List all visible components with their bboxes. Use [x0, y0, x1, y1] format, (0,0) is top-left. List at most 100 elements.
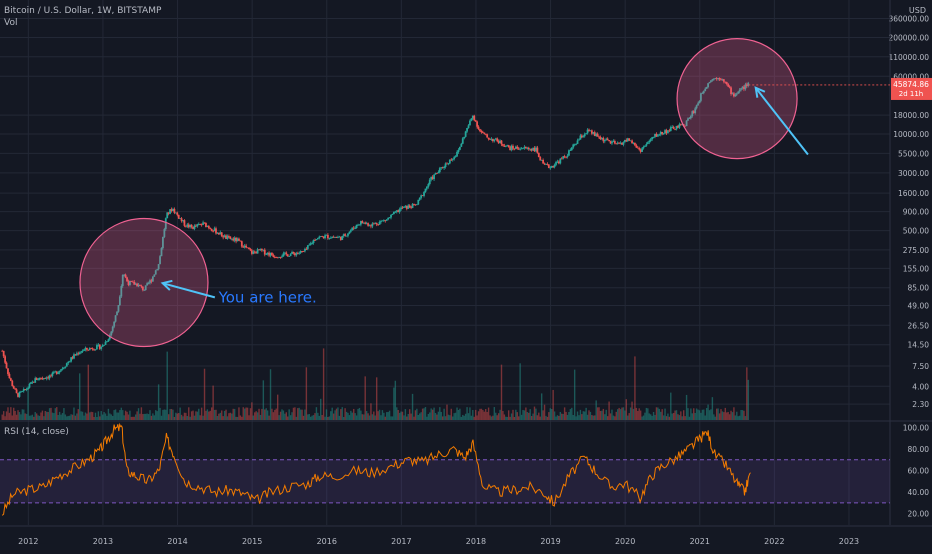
volume-bar	[439, 407, 441, 420]
candle-body	[704, 88, 707, 92]
candle-body	[239, 240, 242, 242]
volume-bar	[292, 407, 295, 420]
volume-bar	[205, 410, 207, 420]
candle-body	[364, 222, 367, 224]
volume-bar	[255, 411, 257, 420]
candle-body	[332, 236, 335, 238]
candle-body	[529, 149, 532, 150]
candle-body	[335, 237, 338, 238]
volume-bar	[58, 411, 61, 420]
volume-bar	[272, 412, 275, 420]
candle-body	[738, 89, 741, 92]
candle-body	[496, 138, 499, 142]
volume-bar	[68, 415, 71, 420]
candle-body	[734, 94, 737, 97]
volume-bar	[27, 388, 29, 420]
volume-bar	[635, 407, 638, 420]
volume-bar	[147, 414, 150, 420]
candle-body	[423, 192, 425, 196]
volume-bar	[624, 410, 626, 420]
volume-bar	[615, 411, 617, 420]
candle-body	[345, 235, 348, 237]
candle-body	[586, 129, 589, 134]
volume-bar	[714, 416, 716, 420]
volume-bar	[57, 414, 59, 420]
volume-bar	[106, 415, 108, 420]
candle-body	[328, 237, 331, 239]
candle-body	[184, 225, 187, 227]
candle-body	[245, 245, 248, 248]
candle-body	[481, 132, 484, 133]
volume-bar	[565, 411, 567, 420]
volume-bar	[236, 416, 239, 420]
candle-body	[595, 133, 598, 136]
volume-bar	[576, 411, 579, 420]
candle-body	[483, 132, 486, 134]
candle-body	[253, 251, 256, 253]
volume-bar	[318, 415, 320, 420]
volume-bar	[51, 412, 54, 420]
volume-bar	[724, 407, 727, 420]
candle-body	[136, 283, 138, 287]
volume-bar	[44, 410, 46, 420]
candle-body	[645, 143, 648, 146]
volume-bar	[25, 413, 28, 420]
candle-body	[131, 281, 134, 283]
candle-body	[71, 357, 74, 359]
candle-body	[327, 234, 329, 239]
volume-bar	[586, 414, 589, 420]
volume-bar	[103, 412, 105, 420]
volume-bar	[509, 416, 511, 420]
volume-bar	[81, 411, 84, 420]
candle-body	[347, 233, 349, 236]
candle-body	[262, 249, 265, 251]
price-tick-label: 275.00	[903, 246, 929, 255]
candle-body	[702, 91, 705, 94]
volume-bar	[423, 408, 425, 420]
volume-bar	[533, 406, 536, 420]
candle-body	[322, 236, 325, 239]
volume-bar	[186, 416, 189, 420]
volume-bar	[644, 412, 646, 420]
candle-body	[470, 118, 473, 121]
volume-bar	[259, 414, 262, 420]
volume-bar	[403, 415, 405, 420]
volume-bar	[407, 413, 409, 420]
candle-body	[560, 158, 563, 160]
volume-bar	[642, 415, 645, 420]
candle-body	[639, 149, 642, 152]
candle-body	[479, 129, 481, 132]
rsi-tick-label: 60.00	[908, 467, 930, 476]
candle-body	[196, 224, 199, 227]
volume-bar	[37, 415, 39, 420]
volume-bar	[153, 415, 156, 420]
candle-body	[430, 176, 433, 180]
candle-body	[164, 218, 167, 230]
volume-bar	[472, 409, 474, 420]
candle-body	[674, 128, 676, 130]
volume-bar	[690, 408, 692, 420]
candle-body	[150, 280, 153, 282]
candle-body	[730, 87, 732, 95]
volume-bar	[599, 410, 602, 420]
candle-body	[467, 125, 470, 129]
candle-body	[410, 207, 413, 209]
candle-body	[400, 207, 402, 210]
candle-body	[550, 165, 553, 168]
rsi-line	[1, 422, 751, 516]
candle-body	[248, 247, 250, 250]
volume-bar	[56, 407, 58, 420]
volume-bar	[14, 410, 16, 420]
candle-body	[697, 103, 699, 106]
candle-body	[301, 251, 303, 252]
candle-body	[464, 131, 467, 137]
candle-body	[461, 138, 464, 144]
candle-body	[444, 163, 447, 168]
candle-body	[414, 204, 417, 206]
candle-body	[516, 146, 519, 149]
volume-bar	[23, 409, 25, 420]
volume-bar	[276, 394, 279, 420]
volume-bar	[21, 409, 24, 420]
volume-bar	[331, 407, 333, 420]
volume-bar	[611, 409, 613, 420]
